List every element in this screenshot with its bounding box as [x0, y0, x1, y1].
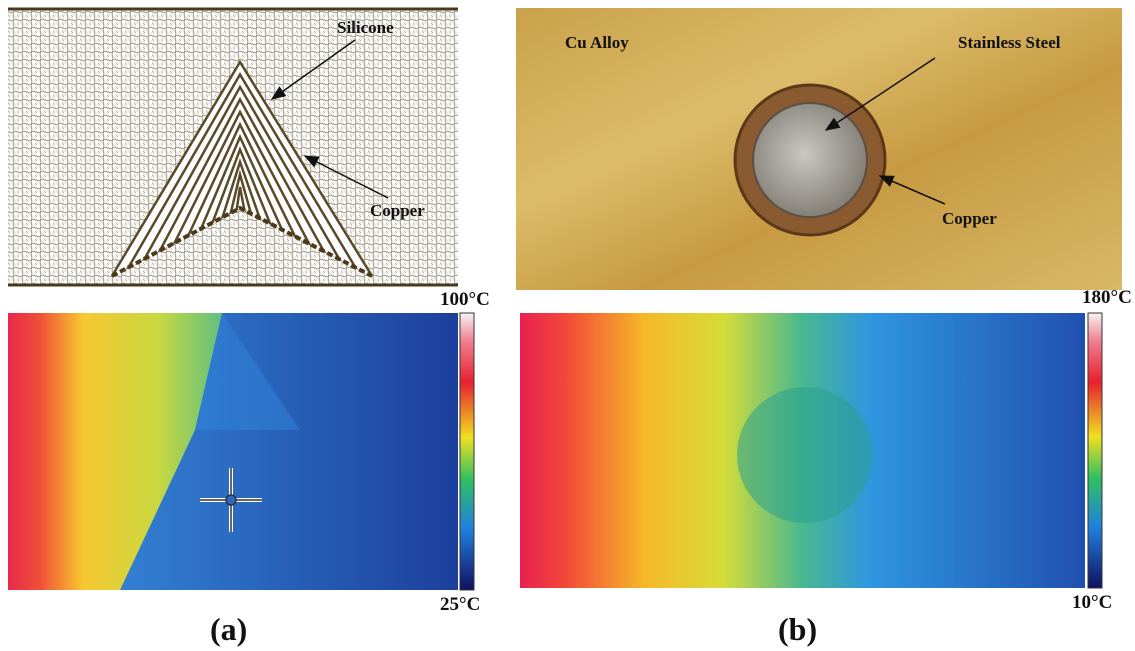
annotation: Stainless Steel: [958, 33, 1061, 52]
colorbar: [460, 313, 474, 590]
steel-disk: [753, 103, 867, 217]
annotation: Silicone: [337, 18, 394, 37]
annotation: Copper: [942, 209, 997, 228]
panel-label: (b): [778, 611, 817, 647]
colorbar-min: 25°C: [440, 594, 480, 615]
panel-label: (a): [210, 611, 247, 647]
colorbar-min: 10°C: [1072, 592, 1112, 613]
annotation: Cu Alloy: [565, 33, 629, 52]
colorbar-max: 180°C: [1082, 287, 1132, 308]
figure: Silicone Copper Cu Alloy Stainless Steel…: [0, 0, 1135, 651]
annotation: Copper: [370, 201, 425, 220]
colorbar-max: 100°C: [440, 289, 490, 310]
colorbar: [1088, 313, 1102, 588]
thermal-disk: [737, 387, 873, 523]
